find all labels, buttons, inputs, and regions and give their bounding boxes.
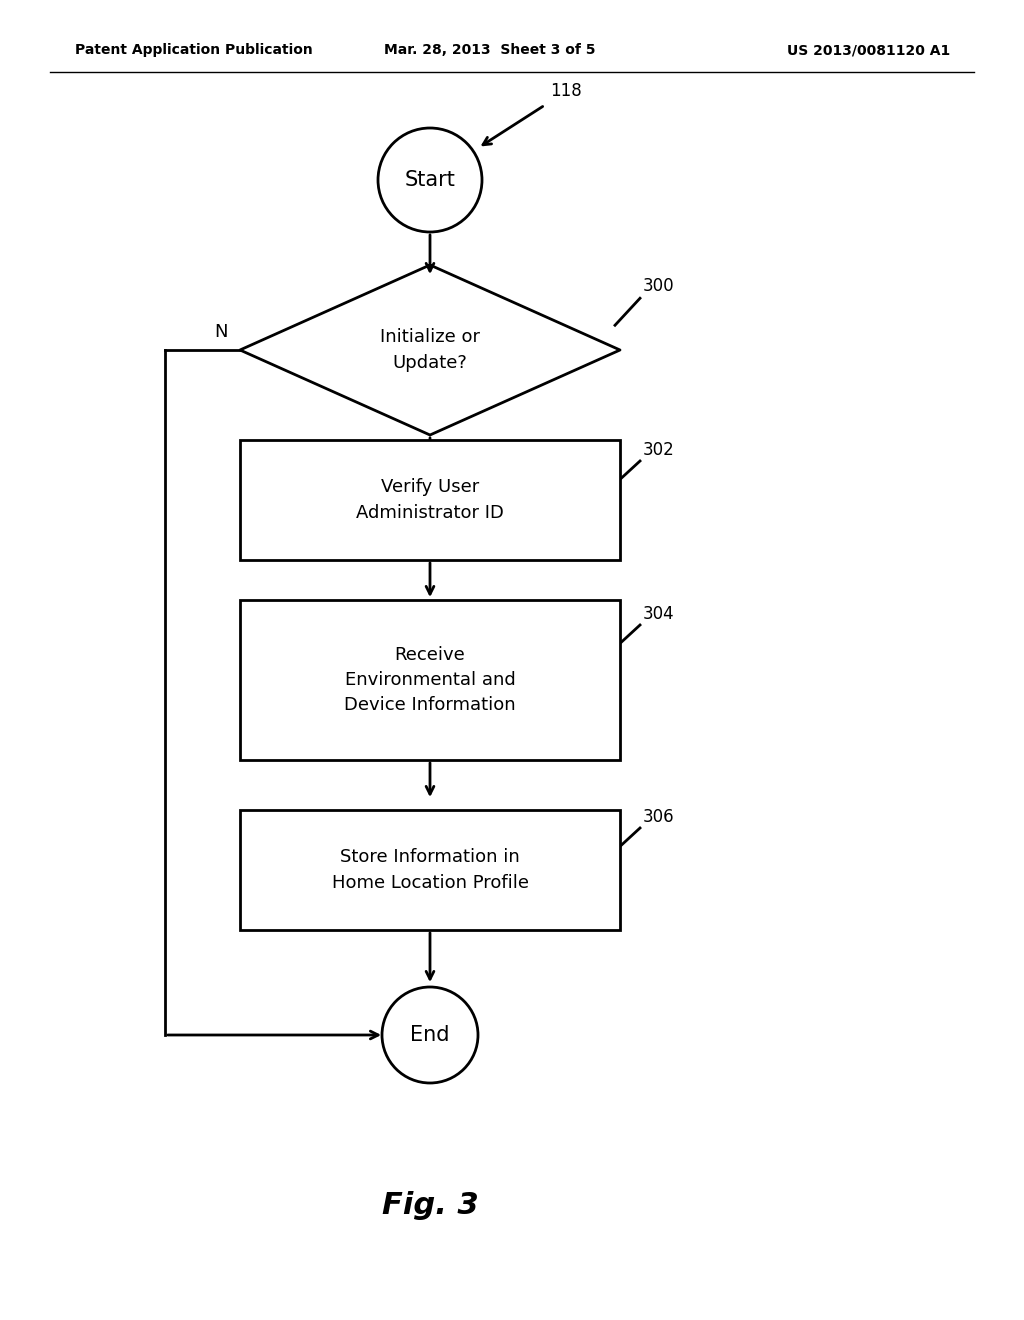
Text: Y: Y [442,444,453,461]
Text: Mar. 28, 2013  Sheet 3 of 5: Mar. 28, 2013 Sheet 3 of 5 [384,44,596,57]
Circle shape [382,987,478,1082]
Text: Store Information in
Home Location Profile: Store Information in Home Location Profi… [332,849,528,891]
Circle shape [378,128,482,232]
Polygon shape [240,265,620,436]
Text: Patent Application Publication: Patent Application Publication [75,44,312,57]
Text: 300: 300 [643,277,675,296]
Text: Verify User
Administrator ID: Verify User Administrator ID [356,479,504,521]
Text: 304: 304 [643,605,675,623]
FancyBboxPatch shape [240,810,620,931]
Text: 306: 306 [643,808,675,826]
Text: Receive
Environmental and
Device Information: Receive Environmental and Device Informa… [344,645,516,714]
Text: 302: 302 [643,441,675,459]
Text: 118: 118 [550,82,582,100]
FancyBboxPatch shape [240,440,620,560]
FancyBboxPatch shape [240,601,620,760]
Text: Start: Start [404,170,456,190]
Text: Initialize or
Update?: Initialize or Update? [380,329,480,371]
Text: Fig. 3: Fig. 3 [382,1191,478,1220]
Text: US 2013/0081120 A1: US 2013/0081120 A1 [786,44,950,57]
Text: N: N [214,323,228,341]
Text: End: End [411,1026,450,1045]
